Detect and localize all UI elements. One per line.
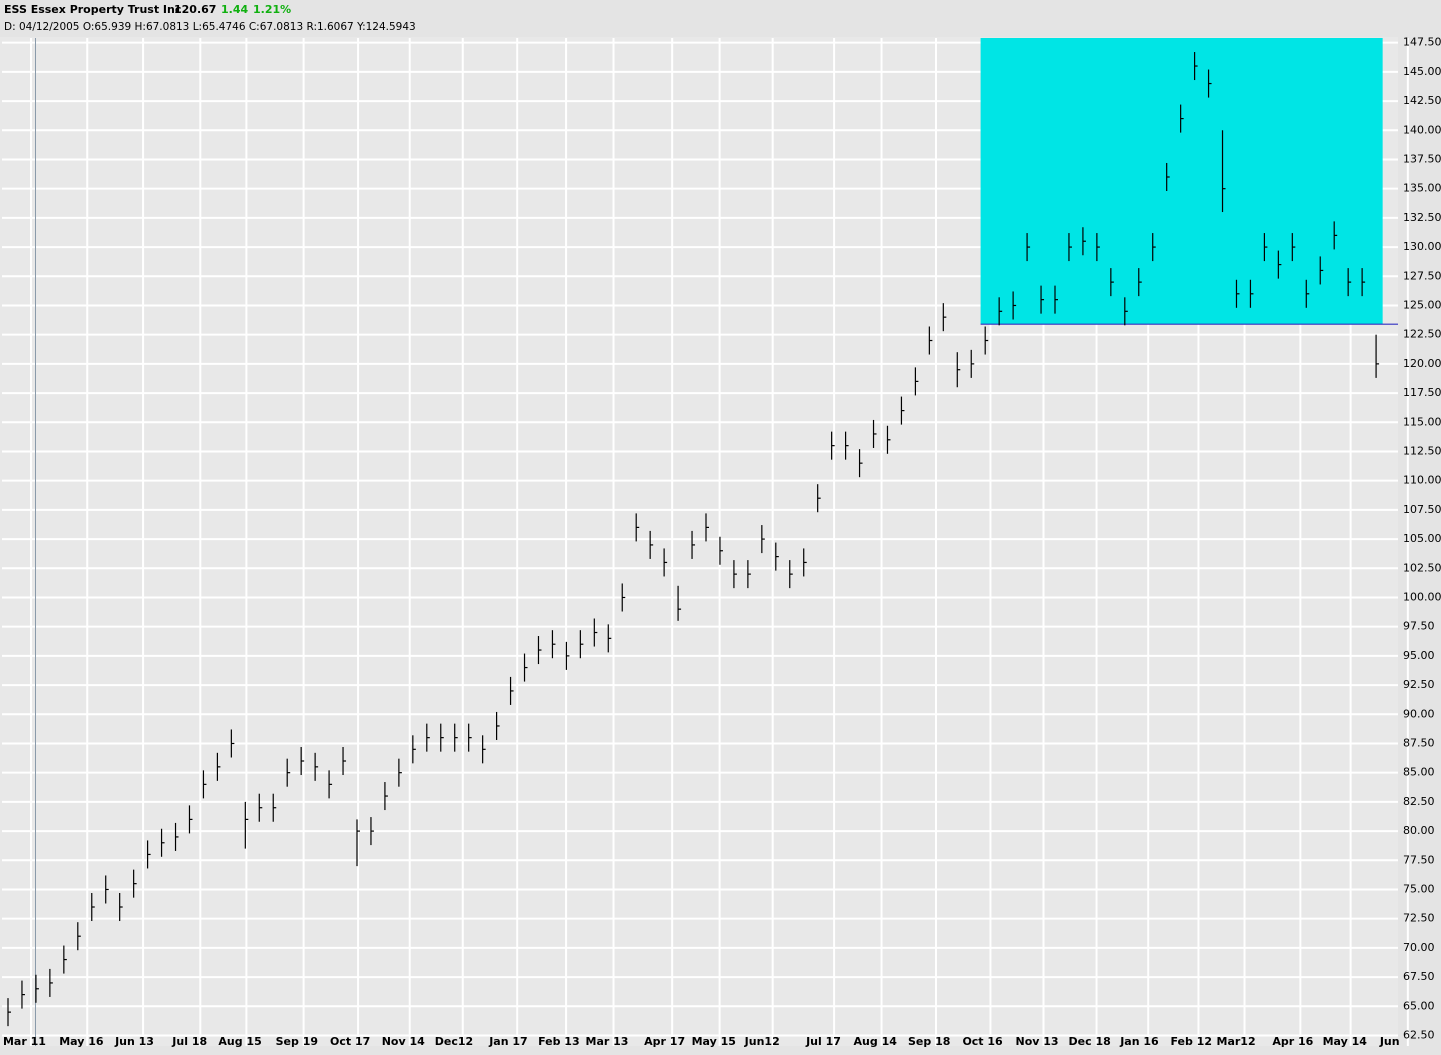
y-tick-label: 142.50: [1403, 94, 1441, 107]
y-tick-label: 132.50: [1403, 211, 1441, 224]
x-tick-label: Aug 14: [854, 1035, 898, 1048]
y-tick-label: 147.50: [1403, 36, 1441, 49]
y-tick-label: 105.00: [1403, 532, 1441, 545]
y-tick-label: 87.50: [1403, 736, 1435, 749]
x-tick-label: May 15: [692, 1035, 736, 1048]
y-tick-label: 72.50: [1403, 912, 1435, 925]
change-pct: 1.21%: [253, 3, 291, 16]
y-tick-label: 140.00: [1403, 123, 1441, 136]
x-tick-label: May 14: [1323, 1035, 1368, 1048]
y-tick-label: 122.50: [1403, 328, 1441, 341]
y-tick-label: 80.00: [1403, 824, 1435, 837]
x-tick-label: Dec12: [435, 1035, 473, 1048]
x-tick-label: Mar 11: [3, 1035, 46, 1048]
x-tick-label: Jun: [1379, 1035, 1400, 1048]
y-tick-label: 100.00: [1403, 590, 1441, 603]
x-tick-label: Apr 16: [1272, 1035, 1313, 1048]
highlight-box: [980, 38, 1383, 325]
symbol-name: ESS Essex Property Trust Inc: [4, 3, 181, 16]
y-tick-label: 92.50: [1403, 678, 1435, 691]
y-tick-label: 145.00: [1403, 65, 1441, 78]
x-tick-label: Mar12: [1217, 1035, 1256, 1048]
annotations: [35, 38, 1398, 1046]
last-price: 120.67: [174, 3, 216, 16]
y-tick-label: 65.00: [1403, 999, 1435, 1012]
x-tick-label: Feb 13: [538, 1035, 580, 1048]
y-tick-label: 127.50: [1403, 269, 1441, 282]
x-tick-label: Nov 14: [382, 1035, 425, 1048]
x-tick-label: Aug 15: [218, 1035, 261, 1048]
x-tick-label: Jul 18: [171, 1035, 207, 1048]
x-tick-label: May 16: [59, 1035, 104, 1048]
bars: [7, 52, 1380, 1027]
y-tick-label: 107.50: [1403, 503, 1441, 516]
x-tick-label: Mar 13: [586, 1035, 629, 1048]
y-tick-label: 102.50: [1403, 561, 1441, 574]
y-tick-label: 95.00: [1403, 649, 1435, 662]
y-tick-label: 62.50: [1403, 1028, 1435, 1041]
y-tick-label: 85.00: [1403, 766, 1435, 779]
change: 1.44: [221, 3, 248, 16]
y-tick-label: 117.50: [1403, 386, 1441, 399]
x-tick-label: Jun12: [744, 1035, 780, 1048]
x-tick-label: Nov 13: [1015, 1035, 1058, 1048]
y-tick-label: 90.00: [1403, 707, 1435, 720]
axes: 62.50 65.00 67.50 70.00 72.50 75.00 77.50 80.00…: [3, 36, 1441, 1048]
y-tick-label: 112.50: [1403, 444, 1441, 457]
y-tick-label: 77.50: [1403, 853, 1435, 866]
x-tick-label: Apr 17: [644, 1035, 685, 1048]
y-tick-label: 120.00: [1403, 357, 1441, 370]
y-tick-label: 97.50: [1403, 620, 1435, 633]
y-tick-label: 70.00: [1403, 941, 1435, 954]
y-tick-label: 137.50: [1403, 152, 1441, 165]
y-tick-label: 130.00: [1403, 240, 1441, 253]
x-tick-label: Sep 19: [276, 1035, 318, 1048]
x-tick-label: Jan 17: [488, 1035, 527, 1048]
y-tick-label: 110.00: [1403, 474, 1441, 487]
x-tick-label: Oct 16: [962, 1035, 1003, 1048]
y-tick-label: 125.00: [1403, 298, 1441, 311]
x-tick-label: Feb 12: [1170, 1035, 1212, 1048]
x-tick-label: Jan 16: [1119, 1035, 1159, 1048]
x-tick-label: Jul 17: [805, 1035, 841, 1048]
x-tick-label: Sep 18: [908, 1035, 950, 1048]
y-tick-label: 115.00: [1403, 415, 1441, 428]
header-bg: [0, 0, 1441, 37]
x-tick-label: Jun 13: [114, 1035, 154, 1048]
y-tick-label: 135.00: [1403, 182, 1441, 195]
x-tick-label: Oct 17: [330, 1035, 370, 1048]
y-tick-label: 67.50: [1403, 970, 1435, 983]
x-tick-label: Dec 18: [1069, 1035, 1111, 1048]
info-line: D: 04/12/2005 O:65.939 H:67.0813 L:65.47…: [4, 21, 416, 33]
y-tick-label: 75.00: [1403, 882, 1435, 895]
y-tick-label: 82.50: [1403, 795, 1435, 808]
